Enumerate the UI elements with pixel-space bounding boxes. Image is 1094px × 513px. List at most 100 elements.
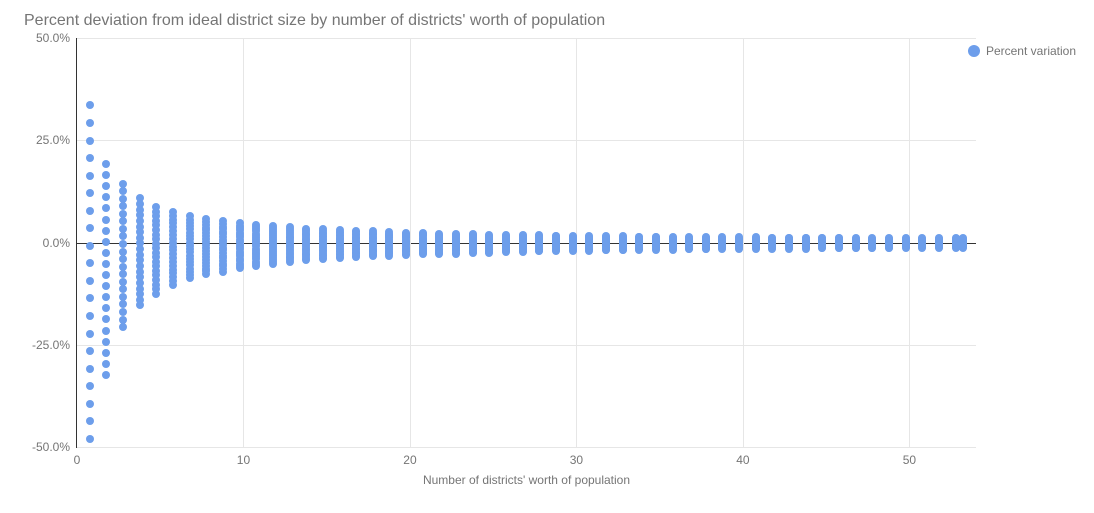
- data-point: [119, 278, 127, 286]
- data-point: [169, 208, 177, 216]
- y-tick-label: 50.0%: [20, 31, 70, 45]
- data-point: [119, 300, 127, 308]
- data-point: [136, 194, 144, 202]
- data-point: [102, 260, 110, 268]
- data-point: [119, 232, 127, 240]
- x-axis-label: Number of districts' worth of population: [423, 473, 630, 487]
- data-point: [202, 215, 210, 223]
- data-point: [885, 234, 893, 242]
- data-point: [102, 304, 110, 312]
- data-point: [519, 231, 527, 239]
- x-tick-label: 50: [903, 453, 916, 467]
- data-point: [102, 282, 110, 290]
- data-point: [102, 204, 110, 212]
- chart-container: Percent deviation from ideal district si…: [0, 0, 1094, 513]
- data-point: [119, 293, 127, 301]
- data-point: [102, 216, 110, 224]
- y-tick-label: 0.0%: [20, 236, 70, 250]
- data-point: [86, 312, 94, 320]
- data-point: [868, 234, 876, 242]
- data-point: [669, 233, 677, 241]
- data-point: [269, 222, 277, 230]
- data-point: [768, 234, 776, 242]
- data-point: [119, 323, 127, 331]
- data-point: [119, 248, 127, 256]
- data-point: [86, 224, 94, 232]
- data-point: [718, 233, 726, 241]
- data-point: [602, 232, 610, 240]
- data-point: [918, 234, 926, 242]
- data-point: [102, 315, 110, 323]
- data-point: [119, 217, 127, 225]
- data-point: [102, 160, 110, 168]
- data-point: [119, 316, 127, 324]
- data-point: [286, 223, 294, 231]
- data-point: [102, 360, 110, 368]
- data-point: [302, 225, 310, 233]
- data-point: [102, 171, 110, 179]
- data-point: [402, 229, 410, 237]
- data-point: [86, 365, 94, 373]
- data-point: [86, 382, 94, 390]
- data-point: [102, 371, 110, 379]
- data-point: [119, 240, 127, 248]
- data-point: [102, 182, 110, 190]
- data-point: [385, 228, 393, 236]
- data-point: [119, 202, 127, 210]
- data-point: [86, 101, 94, 109]
- data-point: [419, 229, 427, 237]
- data-point: [102, 327, 110, 335]
- gridline-horizontal: [77, 345, 976, 346]
- data-point: [86, 330, 94, 338]
- data-point: [569, 232, 577, 240]
- y-tick-label: 25.0%: [20, 133, 70, 147]
- data-point: [102, 249, 110, 257]
- data-point: [785, 234, 793, 242]
- data-point: [86, 277, 94, 285]
- data-point: [86, 400, 94, 408]
- data-point: [835, 234, 843, 242]
- data-point: [552, 232, 560, 240]
- data-point: [119, 255, 127, 263]
- data-point: [959, 234, 967, 242]
- data-point: [102, 338, 110, 346]
- data-point: [119, 225, 127, 233]
- data-point: [535, 231, 543, 239]
- data-point: [852, 234, 860, 242]
- data-point: [619, 232, 627, 240]
- data-point: [102, 227, 110, 235]
- gridline-horizontal: [77, 447, 976, 448]
- data-point: [86, 137, 94, 145]
- data-point: [685, 233, 693, 241]
- data-point: [119, 263, 127, 271]
- data-point: [119, 308, 127, 316]
- data-point: [752, 233, 760, 241]
- data-point: [102, 349, 110, 357]
- data-point: [102, 293, 110, 301]
- data-point: [86, 189, 94, 197]
- data-point: [86, 242, 94, 250]
- data-point: [86, 435, 94, 443]
- data-point: [702, 233, 710, 241]
- data-point: [86, 294, 94, 302]
- x-tick-label: 0: [74, 453, 81, 467]
- data-point: [469, 230, 477, 238]
- data-point: [119, 285, 127, 293]
- data-point: [86, 347, 94, 355]
- data-point: [435, 230, 443, 238]
- data-point: [369, 227, 377, 235]
- y-tick-label: -25.0%: [20, 338, 70, 352]
- data-point: [319, 225, 327, 233]
- x-tick-label: 20: [403, 453, 416, 467]
- data-point: [119, 195, 127, 203]
- data-point: [336, 226, 344, 234]
- chart-area: Number of districts' worth of population…: [20, 38, 1082, 448]
- plot-area: Number of districts' worth of population…: [76, 38, 976, 448]
- data-point: [585, 232, 593, 240]
- gridline-horizontal: [77, 140, 976, 141]
- data-point: [818, 234, 826, 242]
- x-tick-label: 40: [736, 453, 749, 467]
- data-point: [102, 271, 110, 279]
- data-point: [252, 221, 260, 229]
- data-point: [86, 259, 94, 267]
